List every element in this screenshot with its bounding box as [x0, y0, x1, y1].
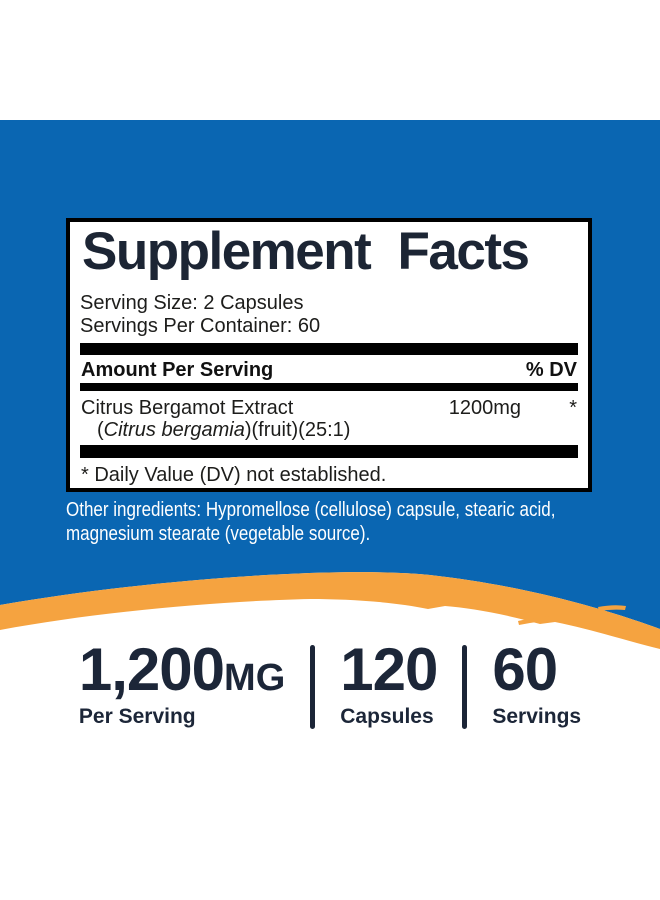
facts-title: Supplement Facts — [82, 222, 530, 281]
wave-blue-path — [0, 545, 660, 629]
other-ingredients-text: Other ingredients: Hypromellose (cellulo… — [66, 499, 556, 545]
servings-per-container: Servings Per Container: 60 — [80, 315, 321, 337]
ingredient-row: Citrus Bergamot Extract 1200mg * — [80, 391, 578, 419]
ingredient-botanical: (Citrus bergamia)(fruit)(25:1) — [80, 419, 578, 441]
amount-header-row: Amount Per Serving % DV — [80, 355, 578, 383]
highlight-capsule-count: 120 Capsules — [340, 640, 438, 730]
highlight-amount: 120 — [340, 636, 438, 703]
serving-info: Serving Size: 2 Capsules Servings Per Co… — [80, 292, 578, 338]
highlight-amount: 60 — [492, 636, 558, 703]
divider-bar-light — [80, 383, 578, 391]
supplement-facts-panel: Supplement Facts Serving Size: 2 Capsule… — [66, 218, 592, 492]
highlight-label: Capsules — [340, 705, 434, 728]
wave-orange-brush-path — [0, 572, 660, 649]
percent-dv-header: % DV — [525, 359, 577, 381]
highlight-unit: MG — [224, 657, 286, 699]
ingredient-name: Citrus Bergamot Extract — [81, 397, 294, 419]
highlight-label: Per Serving — [78, 705, 196, 728]
wave-brush-streak — [518, 616, 563, 625]
stat-divider — [462, 644, 468, 729]
stat-divider — [310, 644, 316, 729]
highlights-row: 1,200MG Per Serving 120 Capsules 60 Serv… — [0, 640, 660, 730]
ingredient-amount: 1200mg — [448, 397, 521, 419]
botanical-suffix: )(fruit)(25:1) — [244, 419, 351, 441]
botanical-name: Citrus bergamia — [103, 419, 245, 441]
facts-footnote: * Daily Value (DV) not established. — [81, 464, 387, 486]
wave-brush-streak — [598, 605, 626, 611]
divider-bar-heavy — [80, 445, 578, 458]
ingredient-daily-value: * — [569, 397, 577, 419]
highlight-per-serving: 1,200MG Per Serving — [78, 640, 286, 730]
amount-per-serving-header: Amount Per Serving — [81, 359, 274, 381]
botanical-prefix: ( — [97, 419, 104, 441]
orange-wave — [0, 545, 660, 665]
highlight-amount: 1,200 — [78, 636, 225, 703]
divider-bar-heavy — [80, 343, 578, 355]
highlight-serving-count: 60 Servings — [492, 640, 582, 730]
serving-size: Serving Size: 2 Capsules — [80, 292, 304, 314]
highlight-label: Servings — [492, 705, 582, 728]
